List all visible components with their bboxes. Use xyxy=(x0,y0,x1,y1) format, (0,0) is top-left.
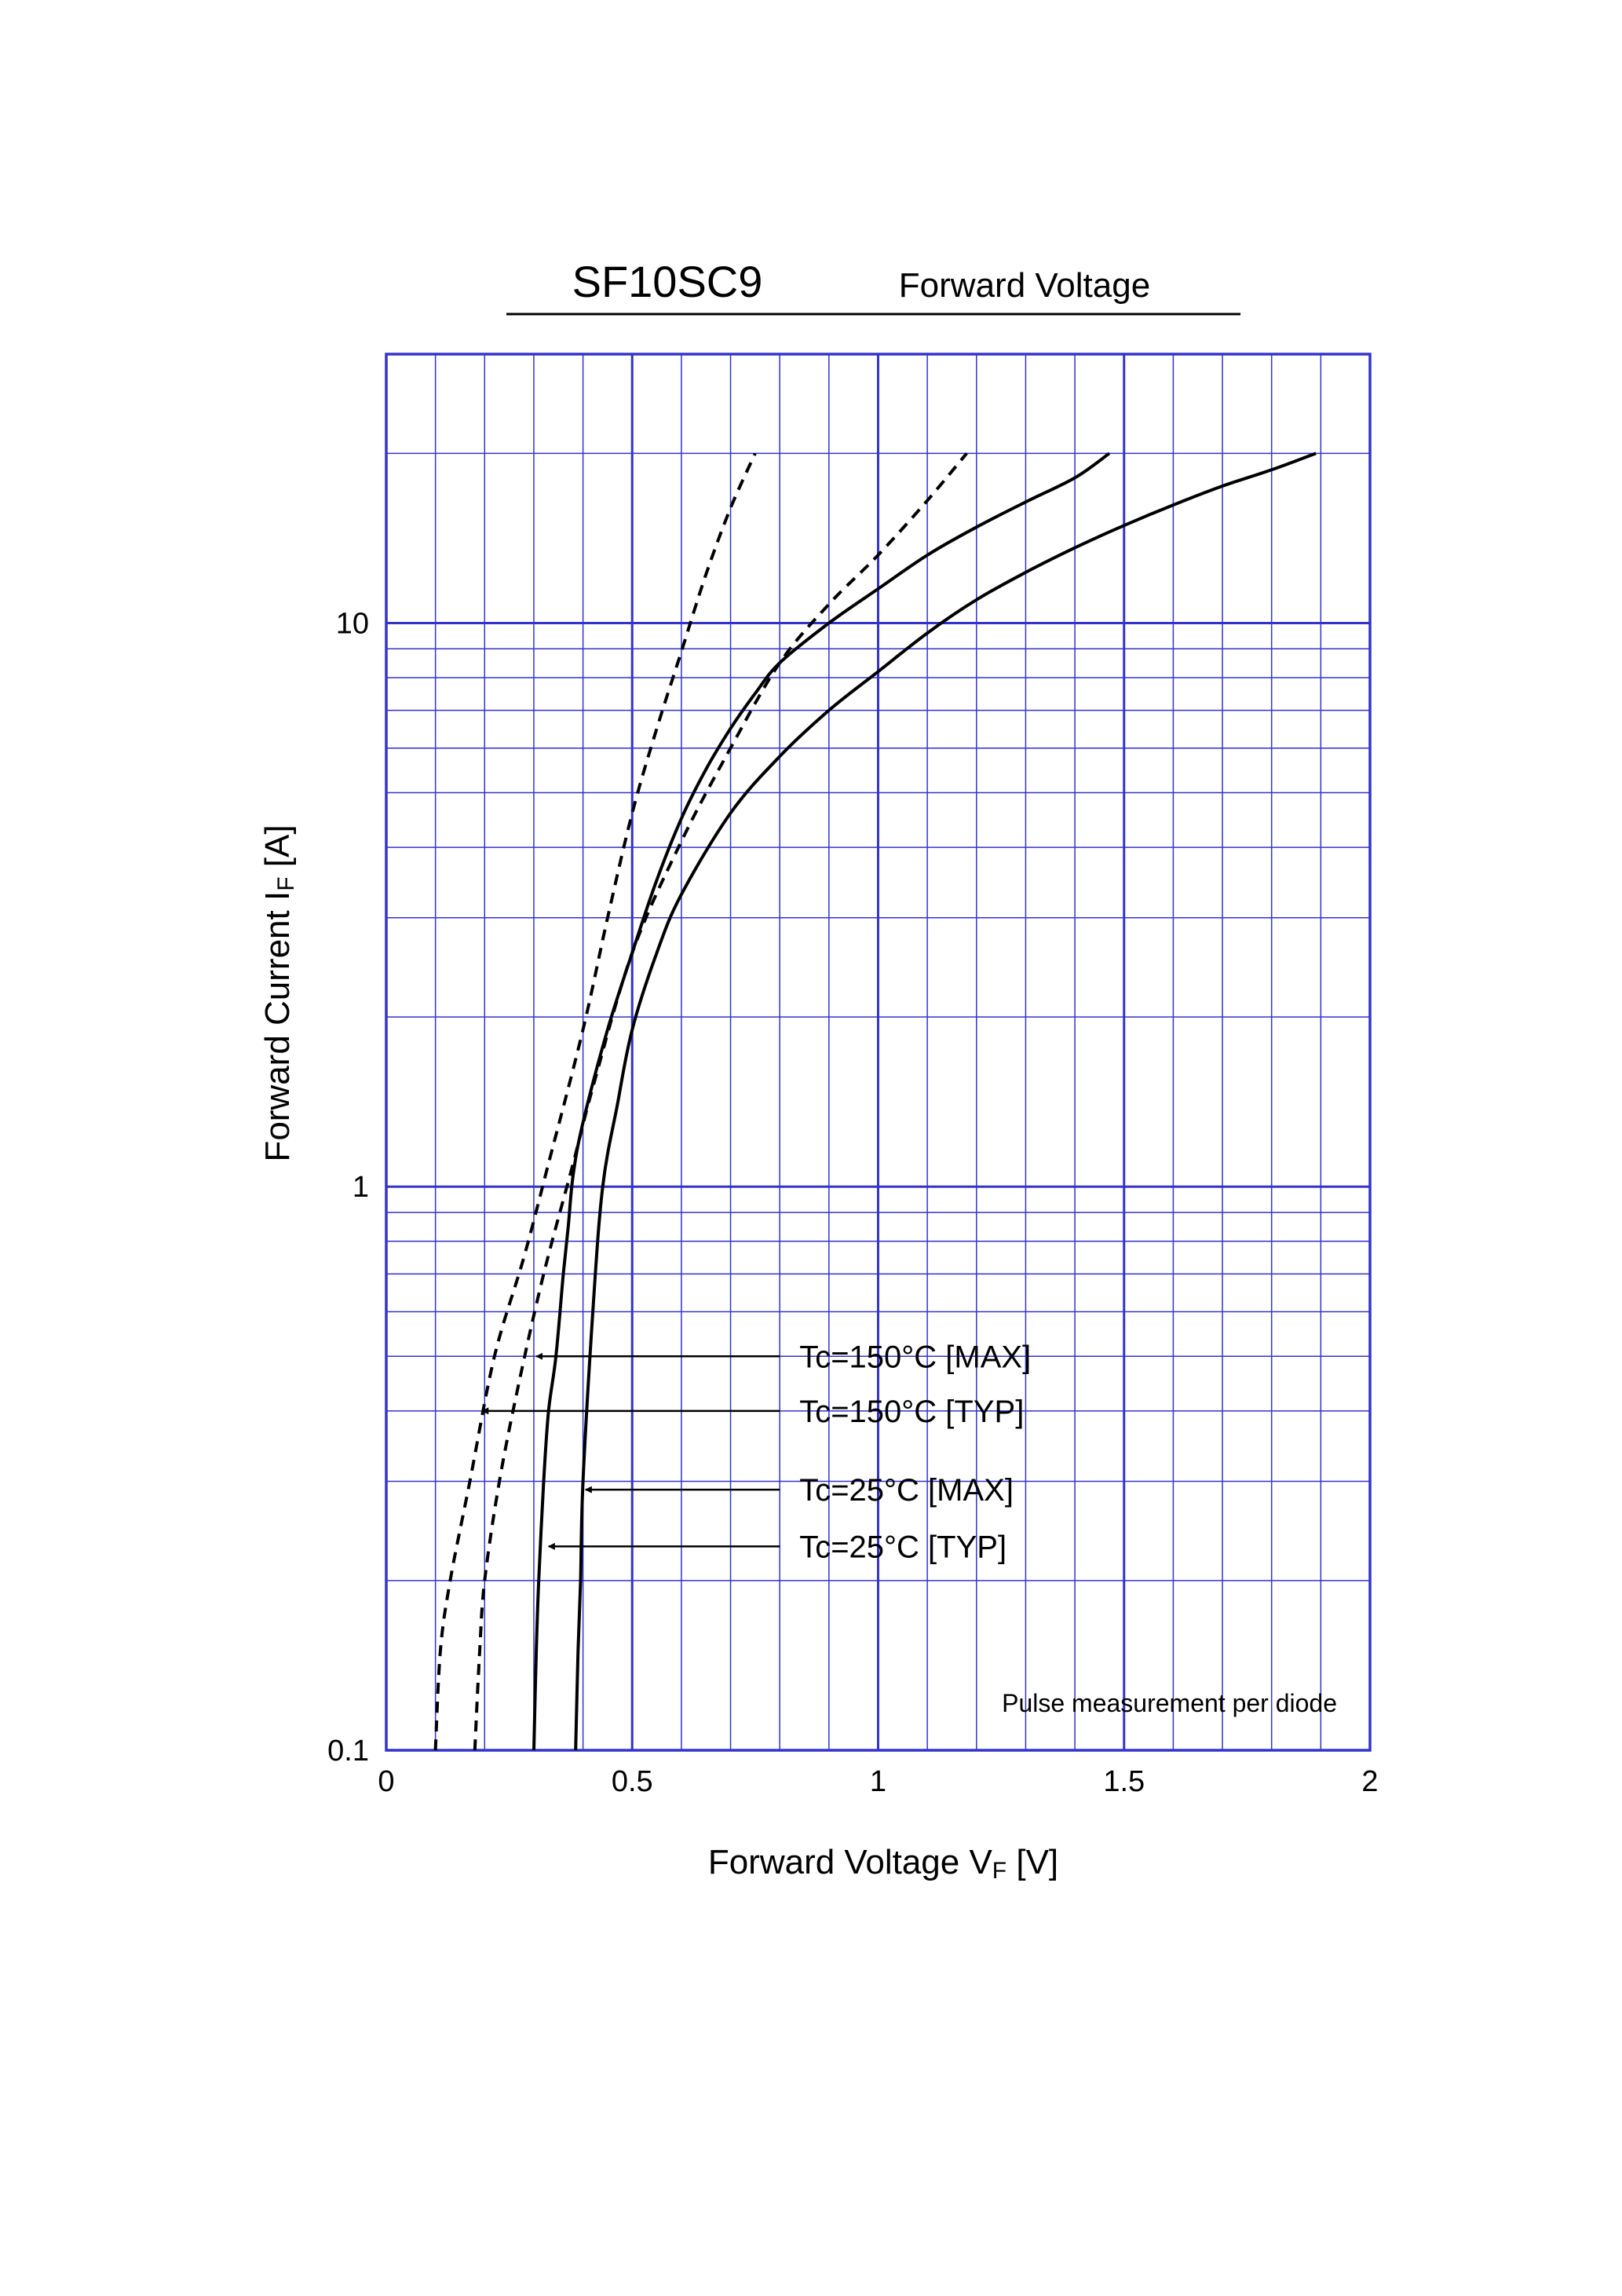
x-tick-label: 1.5 xyxy=(1103,1765,1145,1798)
series-line xyxy=(433,452,757,1751)
curves xyxy=(433,452,1317,1751)
y-axis-label: Forward Current IF [A] xyxy=(258,824,299,1161)
x-tick-label: 0 xyxy=(378,1765,394,1798)
chart-title: SF10SC9 xyxy=(572,257,763,306)
annotation-label: Tc=25°C [TYP] xyxy=(799,1530,1006,1564)
series-line xyxy=(473,452,968,1751)
annotation-label: Tc=25°C [MAX] xyxy=(799,1473,1014,1508)
annotation-label: Tc=150°C [MAX] xyxy=(799,1340,1031,1374)
grid xyxy=(385,353,1372,1752)
x-axis-label: Forward Voltage VF [V] xyxy=(708,1843,1058,1884)
annotations: Tc=150°C [MAX] Tc=150°C [TYP] Tc=25°C [MAX… xyxy=(481,1340,1031,1564)
x-tick-label: 1 xyxy=(870,1765,886,1798)
chart-subtitle: Forward Voltage xyxy=(899,266,1150,305)
y-tick-label: 0.1 xyxy=(327,1735,369,1768)
plot-frame xyxy=(385,353,1372,1752)
pulse-note: Pulse measurement per diode xyxy=(1002,1689,1337,1717)
y-tick-label: 1 xyxy=(353,1171,369,1204)
tick-labels: 0 0.5 1 1.5 2 0.1 1 10 xyxy=(327,607,1378,1798)
y-tick-label: 10 xyxy=(336,607,369,640)
x-tick-label: 2 xyxy=(1361,1765,1378,1798)
x-tick-label: 0.5 xyxy=(612,1765,653,1798)
annotation-label: Tc=150°C [TYP] xyxy=(799,1395,1024,1429)
series-line xyxy=(574,452,1317,1751)
